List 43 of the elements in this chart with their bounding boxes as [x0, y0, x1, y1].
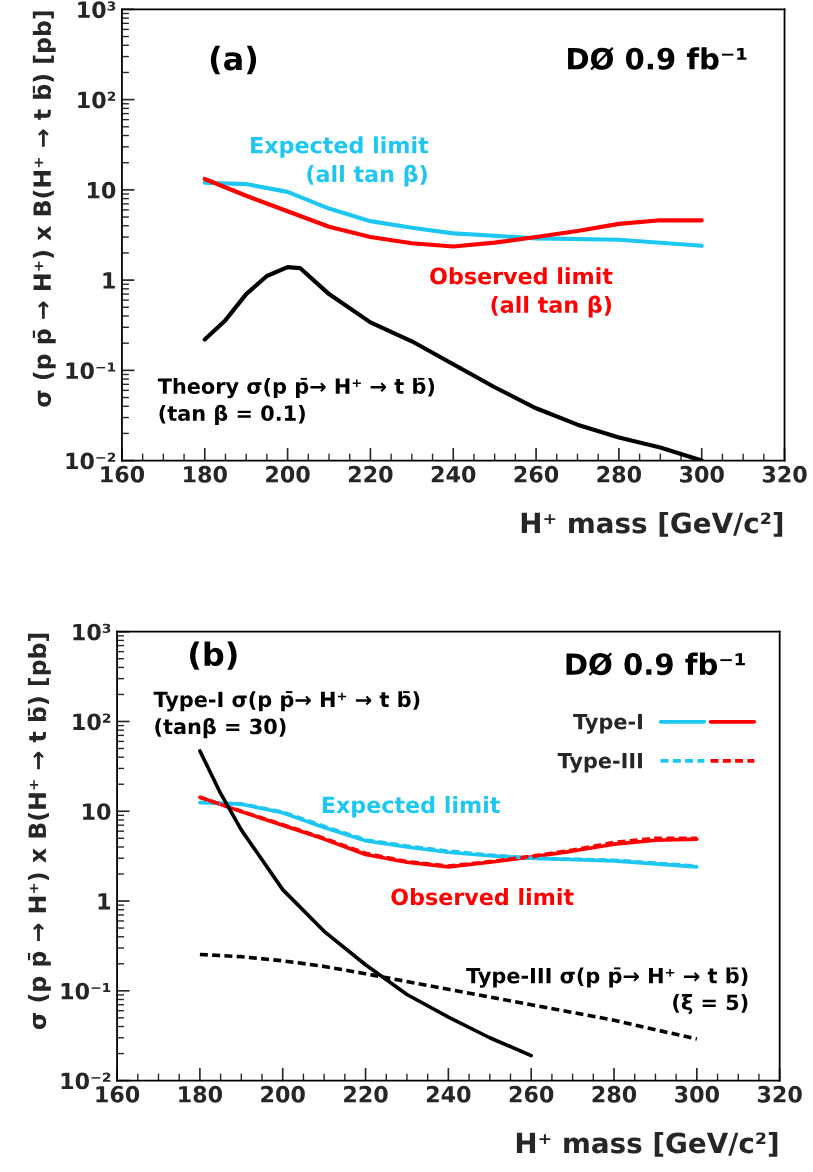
x-tick-label: 180: [179, 1085, 223, 1103]
annotation: Expected limit (all tan β): [251, 136, 429, 187]
x-axis-title: H⁺ mass [GeV/c²]: [516, 1131, 778, 1157]
y-axis-title: σ (p p̄ → H⁺) x B(H⁺ → t b̄) [pb]: [27, 633, 51, 1030]
annotation: Type-III σ(p p̄→ H⁺ → t b̄) (ξ = 5): [466, 967, 748, 1015]
x-tick-label: 240: [431, 465, 476, 483]
y-tick-label: 10²: [73, 713, 111, 731]
annotation: (b): [190, 641, 237, 670]
y-tick-label: 10: [83, 803, 111, 821]
x-tick-label: 300: [680, 465, 724, 483]
y-tick-label: 1: [103, 272, 115, 289]
x-tick-label: 240: [426, 1085, 471, 1103]
annotation: DØ 0.9 fb⁻¹: [566, 652, 745, 676]
y-tick-label: 1: [98, 893, 110, 910]
y-tick-label: 10⁻¹: [61, 982, 111, 1000]
y-tick-label: 10³: [73, 623, 111, 641]
annotation: DØ 0.9 fb⁻¹: [568, 47, 747, 71]
y-tick-label: 10⁻¹: [66, 362, 116, 380]
x-tick-label: 320: [762, 465, 807, 483]
x-tick-label: 280: [597, 465, 642, 483]
annotation: Observed limit: [391, 888, 574, 906]
x-tick-label: 180: [184, 465, 227, 483]
x-tick-label: 320: [757, 1085, 802, 1103]
y-tick-label: 10³: [78, 1, 116, 19]
y-tick-label: 10: [87, 181, 116, 199]
x-axis-title: H⁺ mass [GeV/c²]: [521, 511, 783, 537]
annotation: Theory σ(p p̄→ H⁺ → t b̄) (tan β = 0.1): [157, 377, 435, 426]
x-tick-label: 220: [348, 465, 393, 483]
annotation: Expected limit: [322, 796, 500, 818]
x-tick-label: 300: [675, 1085, 719, 1103]
annotation: (a): [210, 45, 257, 75]
x-tick-label: 260: [514, 465, 559, 483]
annotation: Observed limit (all tan β): [430, 267, 613, 318]
y-tick-label: 10²: [78, 91, 116, 109]
x-tick-label: 220: [344, 1085, 388, 1103]
x-tick-label: 280: [592, 1085, 637, 1103]
legend-label: Type-I: [573, 713, 642, 734]
y-axis-title: σ (p p̄ → H⁺) x B(H⁺ → t b̄) [pb]: [32, 11, 56, 407]
x-tick-label: 200: [261, 1085, 305, 1103]
annotation: Type-I σ(p p̄→ H⁺ → t b̄) (tanβ = 30): [153, 691, 420, 739]
x-tick-label: 200: [266, 465, 310, 483]
legend-label: Type-III: [557, 753, 642, 773]
x-tick-label: 260: [509, 1085, 554, 1103]
